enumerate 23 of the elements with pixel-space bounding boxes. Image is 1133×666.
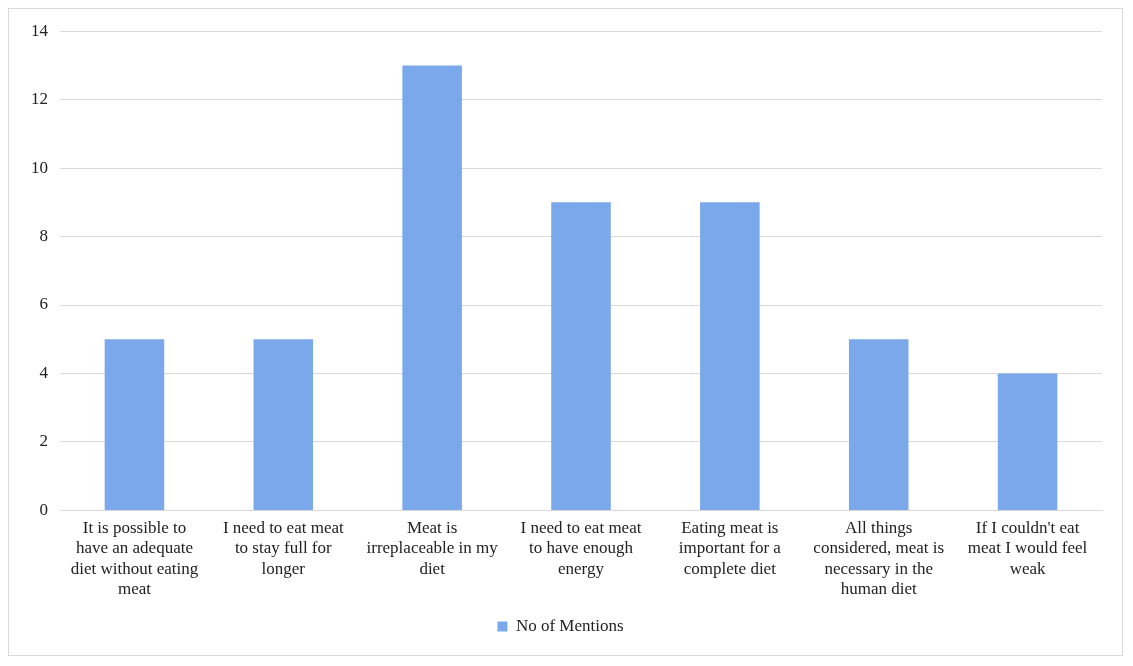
y-tick-label: 6 — [39, 294, 48, 314]
legend-label: No of Mentions — [515, 615, 624, 635]
bar — [253, 339, 314, 510]
y-tick-label: 4 — [39, 362, 49, 382]
y-tick-label: 0 — [39, 499, 48, 519]
bar — [848, 339, 909, 510]
y-tick-label: 14 — [31, 20, 49, 40]
y-tick-label: 10 — [31, 157, 48, 177]
y-tick-label: 2 — [39, 431, 48, 451]
y-tick-label: 8 — [39, 226, 48, 246]
y-tick-label: 12 — [31, 89, 48, 109]
x-tick-label: Eating meat is important for a complete diet — [678, 518, 782, 578]
x-tick-label: It is possible to have an adequate diet without eating meat — [70, 518, 199, 599]
x-tick-label: Meat is irreplaceable in my diet — [366, 518, 499, 578]
x-tick-label: I need to eat meat to stay full for longer — [222, 518, 344, 578]
bar — [402, 65, 462, 510]
bar — [104, 339, 165, 510]
bar — [997, 373, 1058, 510]
bar — [700, 202, 760, 510]
x-tick-label: I need to eat meat to have enough energy — [520, 518, 642, 578]
bar — [551, 202, 611, 510]
x-tick-label: If I couldn't eat meat I would feel weak — [967, 518, 1088, 578]
x-tick-label: All things considered, meat is necessary in the human diet — [813, 518, 945, 599]
